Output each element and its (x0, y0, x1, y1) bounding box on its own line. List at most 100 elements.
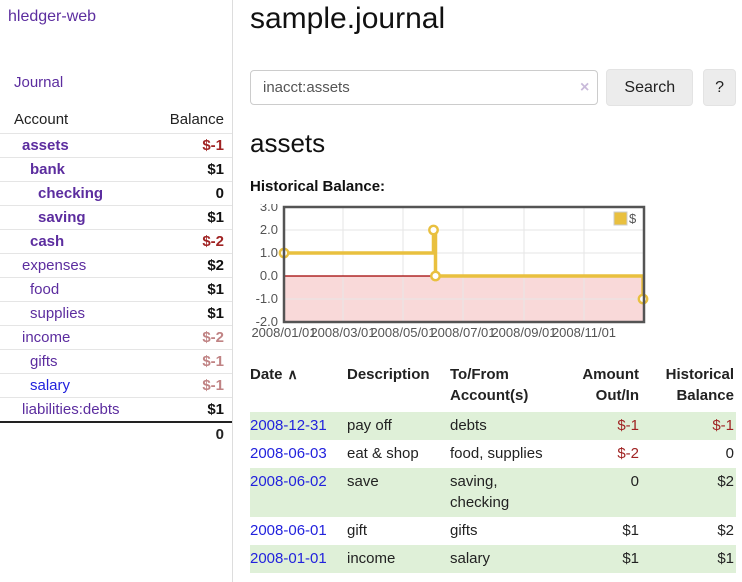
account-row: cash $-2 (0, 229, 232, 254)
account-link[interactable]: supplies (30, 305, 86, 322)
account-link[interactable]: gifts (30, 353, 58, 370)
account-balance: $-1 (152, 133, 232, 158)
transaction-accounts: debts (450, 412, 561, 440)
account-link[interactable]: saving (38, 209, 86, 226)
transaction-balance: $-1 (641, 412, 736, 440)
account-balance: $1 (152, 397, 232, 422)
y-axis-tick-label: 1.0 (260, 245, 278, 260)
description-column-header: Description (347, 366, 430, 383)
account-link[interactable]: assets (22, 137, 69, 154)
account-row: assets $-1 (0, 133, 232, 158)
account-page-title: assets (250, 128, 326, 158)
transaction-balance: $2 (717, 522, 734, 539)
register-row: 2008-06-02 save saving, checking 0 $2 (250, 467, 736, 517)
accounts-table: Account Balance assets $-1 bank $1 checking 0… (0, 108, 232, 446)
account-row: gifts $-1 (0, 349, 232, 374)
main-content: sample.journal × Search ? assets Histori… (250, 0, 736, 573)
data-point-marker (430, 270, 441, 282)
register-row: 2008-01-01 income salary $1 $1 (250, 544, 736, 573)
x-axis-tick-label: 2008/09/01 (491, 325, 556, 340)
account-balance: $-1 (152, 373, 232, 398)
sort-ascending-icon: ∧ (287, 366, 298, 382)
balance-column-header: Historical Balance (665, 366, 734, 404)
accounts-header-row: Account Balance (0, 108, 232, 134)
register-row: 2008-06-03 eat & shop food, supplies $-2 0 (250, 440, 736, 468)
account-link[interactable]: bank (30, 161, 66, 178)
account-row: liabilities:debts $1 (0, 397, 232, 422)
accounts-total-row: 0 (0, 421, 232, 446)
transaction-balance: $2 (641, 467, 736, 517)
account-link[interactable]: expenses (22, 257, 87, 274)
account-balance: 0 (152, 181, 232, 206)
account-row: expenses $2 (0, 253, 232, 278)
y-axis-tick-label: 0.0 (260, 268, 278, 283)
y-axis-tick-label: 3.0 (260, 204, 278, 214)
transaction-date-link[interactable]: 2008-06-01 (250, 522, 327, 539)
transaction-amount: 0 (561, 467, 641, 517)
amount-column-header: Amount Out/In (582, 366, 639, 404)
accounts-total-balance: 0 (152, 421, 232, 446)
plot-border (282, 205, 646, 324)
date-column-header[interactable]: Date ∧ (250, 366, 298, 383)
account-balance: $-2 (152, 325, 232, 350)
app-title-link[interactable]: hledger-web (8, 8, 97, 25)
transaction-description: save (347, 467, 450, 517)
x-axis-tick-label: 2008/03/01 (310, 325, 375, 340)
account-balance: $1 (152, 157, 232, 182)
account-link[interactable]: checking (38, 185, 104, 202)
transaction-accounts: food, supplies (450, 444, 543, 462)
y-axis-tick-label: 2.0 (260, 222, 278, 237)
account-column-header: Account (14, 111, 69, 128)
search-input[interactable] (250, 70, 599, 105)
legend-swatch (613, 211, 628, 226)
transaction-amount: $-2 (617, 444, 639, 462)
register-header-row: Date ∧ Description To/From Account(s) Amo… (250, 362, 736, 412)
transaction-description: eat & shop (347, 444, 419, 462)
register-table: Date ∧ Description To/From Account(s) Amo… (250, 362, 736, 573)
transaction-accounts: saving, checking (450, 467, 561, 517)
y-axis-tick-label: -2.0 (256, 314, 278, 329)
search-button[interactable]: Search (606, 69, 694, 106)
transaction-description: gift (347, 522, 368, 539)
account-link[interactable]: cash (30, 233, 65, 250)
transaction-balance: $1 (641, 544, 736, 573)
account-row: saving $1 (0, 205, 232, 230)
account-row: checking 0 (0, 181, 232, 206)
transaction-description: income (347, 544, 450, 573)
x-axis-tick-label: 2008/05/01 (370, 325, 435, 340)
transaction-accounts: gifts (450, 522, 478, 539)
accounts-column-header: To/From Account(s) (450, 366, 529, 404)
account-balance: $1 (152, 301, 232, 326)
account-link[interactable]: salary (30, 377, 71, 394)
help-button[interactable]: ? (703, 69, 736, 106)
account-link[interactable]: income (22, 329, 71, 346)
x-axis-tick-label: 2008/11/01 (552, 325, 616, 340)
account-balance: $1 (152, 205, 232, 230)
account-balance: $2 (152, 253, 232, 278)
account-link[interactable]: food (30, 281, 60, 298)
transaction-description: pay off (347, 412, 450, 440)
page-title: sample.journal (250, 2, 446, 35)
transaction-date-link[interactable]: 2008-06-02 (250, 472, 327, 490)
transaction-date-link[interactable]: 2008-12-31 (250, 417, 327, 434)
search-form: × Search ? (250, 69, 736, 106)
sidebar: hledger-web Journal Account Balance asse… (0, 0, 233, 582)
legend-label: $ (629, 211, 637, 226)
sidebar-item-journal[interactable]: Journal (14, 74, 64, 91)
clear-search-icon[interactable]: × (580, 79, 590, 96)
transaction-date-link[interactable]: 2008-01-01 (250, 549, 327, 567)
transaction-balance: 0 (725, 444, 734, 462)
transaction-date-link[interactable]: 2008-06-03 (250, 444, 327, 462)
transaction-amount: $1 (622, 522, 639, 539)
historical-balance-chart: $3.0 2.0 1.0 0.0 -1.0 -2.0 2008/01/01 2008/03/0… (250, 204, 736, 341)
transaction-amount: $1 (561, 544, 641, 573)
account-link[interactable]: liabilities:debts (22, 401, 120, 418)
transaction-accounts: salary (450, 544, 561, 573)
register-row: 2008-06-01 gift gifts $1 $2 (250, 517, 736, 545)
register-row: 2008-12-31 pay off debts $-1 $-1 (250, 412, 736, 440)
account-row: salary $-1 (0, 373, 232, 398)
account-row: bank $1 (0, 157, 232, 182)
balance-column-header: Balance (169, 111, 224, 128)
transaction-amount: $-1 (561, 412, 641, 440)
